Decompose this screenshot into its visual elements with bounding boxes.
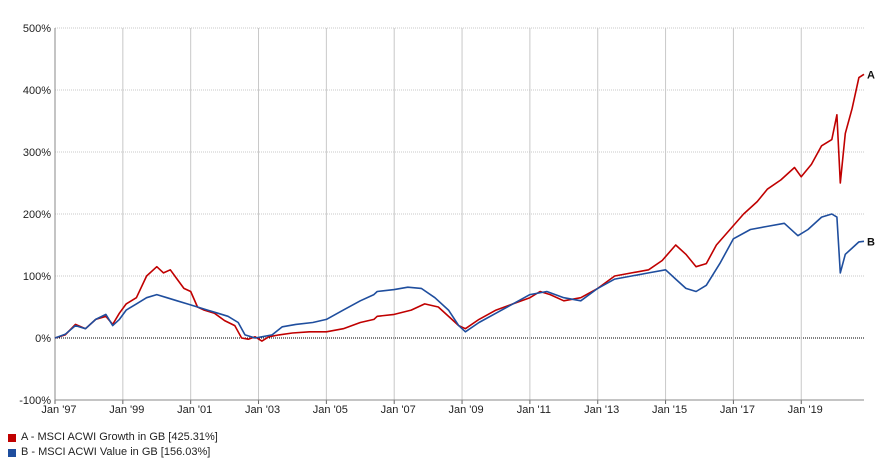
series-line-b bbox=[54, 213, 865, 339]
line-chart: 500% 400% 300% 200% 100% 0% -100%Jan '97 Jan '9… bbox=[19, 23, 875, 416]
series-end-label-b: B bbox=[867, 236, 875, 248]
x-tick-label: Jan '01 bbox=[177, 404, 212, 416]
y-tick-label: 0% bbox=[35, 333, 51, 345]
x-tick-label: Jan '11 bbox=[517, 404, 551, 416]
y-tick-label: 200% bbox=[23, 209, 51, 221]
x-tick-label: Jan '05 bbox=[313, 404, 348, 416]
legend-swatch-b bbox=[8, 448, 16, 457]
y-tick-label: 100% bbox=[23, 271, 51, 283]
x-tick-label: Jan '13 bbox=[584, 404, 619, 416]
x-tick-label: Jan '97 bbox=[41, 404, 76, 416]
y-tick-label: 300% bbox=[23, 147, 51, 159]
legend: A - MSCI ACWI Growth in GB [425.31%] B -… bbox=[8, 430, 218, 460]
x-tick-label: Jan '03 bbox=[245, 404, 280, 416]
series-line-a bbox=[54, 73, 865, 342]
legend-item-a: A - MSCI ACWI Growth in GB [425.31%] bbox=[8, 430, 218, 445]
x-tick-label: Jan '15 bbox=[652, 404, 687, 416]
x-tick-label: Jan '99 bbox=[109, 404, 144, 416]
legend-label-a: A - MSCI ACWI Growth in GB [425.31%] bbox=[21, 431, 218, 443]
x-tick-label: Jan '19 bbox=[788, 404, 823, 416]
x-tick-label: Jan '07 bbox=[381, 404, 416, 416]
legend-label-b: B - MSCI ACWI Value in GB [156.03%] bbox=[21, 446, 211, 458]
series-end-label-a: A bbox=[867, 69, 875, 81]
x-tick-label: Jan '17 bbox=[720, 404, 755, 416]
y-tick-label: 500% bbox=[23, 23, 51, 35]
y-tick-label: -100% bbox=[19, 395, 51, 407]
legend-item-b: B - MSCI ACWI Value in GB [156.03%] bbox=[8, 445, 218, 460]
y-tick-label: 400% bbox=[23, 85, 51, 97]
legend-swatch-a bbox=[8, 433, 16, 442]
x-tick-label: Jan '09 bbox=[448, 404, 483, 416]
